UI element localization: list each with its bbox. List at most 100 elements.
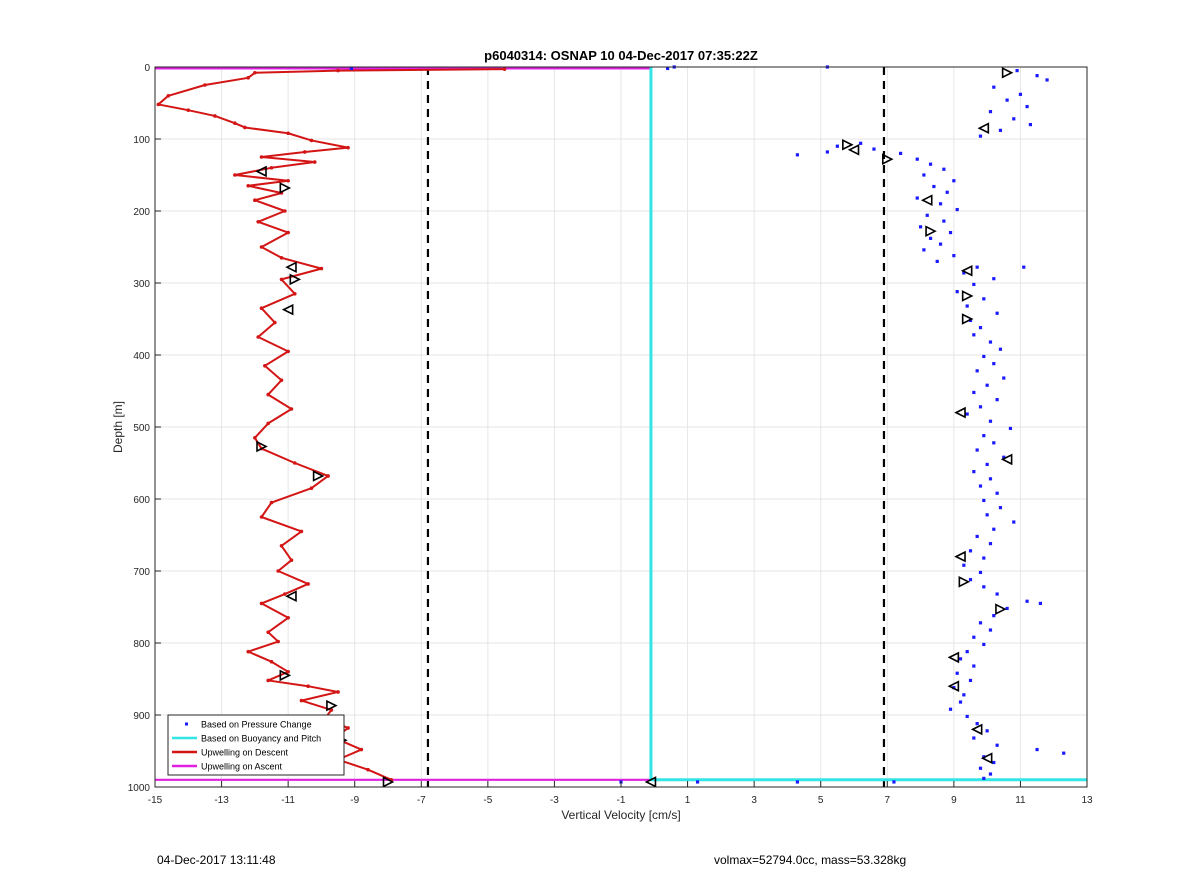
triangle-marker	[995, 603, 1007, 615]
y-tick-label: 100	[133, 135, 150, 146]
pressure-point	[349, 66, 353, 71]
descent-point	[286, 131, 290, 136]
descent-point	[502, 67, 507, 71]
descent-point	[286, 670, 290, 674]
pressure-point	[962, 563, 966, 567]
triangle-marker	[255, 165, 267, 178]
descent-point	[266, 678, 270, 683]
pressure-point	[992, 277, 996, 281]
pressure-point	[982, 498, 986, 503]
y-tick-label: 400	[133, 351, 150, 362]
pressure-point	[958, 700, 963, 704]
pressure-point	[962, 693, 966, 697]
descent-point	[266, 392, 270, 397]
pressure-point	[952, 254, 956, 258]
pressure-point	[975, 534, 979, 539]
descent-point	[283, 209, 287, 213]
pressure-point	[1012, 117, 1016, 121]
y-axis-label: Depth [m]	[111, 401, 125, 453]
pressure-point	[988, 772, 993, 776]
pressure-point	[988, 340, 993, 344]
pressure-point	[965, 714, 969, 719]
pressure-point	[1005, 98, 1009, 102]
pressure-point	[1002, 376, 1006, 380]
triangle-marker	[842, 138, 854, 151]
descent-point	[259, 155, 264, 159]
descent-point	[289, 407, 294, 411]
descent-point	[259, 306, 264, 311]
pressure-point	[955, 290, 959, 294]
pressure-point	[982, 297, 986, 301]
y-tick-label: 900	[133, 711, 150, 722]
pressure-point	[978, 326, 983, 330]
descent-point	[233, 121, 237, 125]
tick-labels: -15 -13 -11 -9 -7 -5 -3 -1 1 3 5 7 9 11 13010020030040…	[128, 63, 1093, 806]
descent-point	[253, 70, 257, 75]
x-tick-label: -7	[417, 795, 426, 806]
triangle-marker	[980, 752, 993, 764]
footer-volmax-mass: volmax=52794.0cc, mass=53.328kg	[714, 853, 907, 867]
pressure-point	[899, 151, 903, 155]
descent-point	[279, 544, 284, 548]
pressure-point	[892, 780, 896, 784]
pressure-point	[975, 369, 979, 373]
pressure-point	[975, 448, 979, 452]
pressure-point	[968, 549, 973, 553]
pressure-point	[965, 650, 969, 654]
descent-point	[256, 335, 260, 339]
triangle-marker	[958, 576, 971, 588]
descent-point	[336, 68, 340, 73]
descent-point	[319, 266, 324, 271]
pressure-point	[935, 259, 939, 263]
pressure-point	[695, 780, 700, 784]
descent-point	[276, 569, 280, 573]
pressure-point	[942, 167, 946, 171]
triangle-marker	[644, 776, 657, 788]
pressure-point	[928, 162, 933, 166]
descent-point	[302, 150, 307, 154]
pressure-point	[982, 776, 986, 780]
descent-point	[293, 461, 297, 465]
legend-box	[167, 714, 345, 776]
descent-point	[286, 230, 290, 235]
descent-point	[186, 108, 191, 112]
descent-point	[259, 601, 264, 606]
descent-point	[213, 114, 217, 118]
pressure-point	[965, 304, 969, 308]
pressure-point	[1018, 92, 1023, 96]
x-tick-label: 11	[1015, 795, 1026, 806]
pressure-point	[972, 333, 976, 337]
x-tick-label: -3	[550, 795, 559, 806]
y-tick-label: 0	[144, 63, 150, 74]
descent-point	[266, 421, 270, 426]
descent-point	[286, 616, 290, 620]
triangle-marker	[881, 153, 894, 165]
pressure-point	[995, 743, 999, 747]
descent-point	[286, 178, 290, 183]
triangle-marker	[281, 303, 294, 316]
pressure-point	[992, 760, 996, 765]
pressure-point	[955, 671, 959, 675]
pressure-point	[982, 354, 986, 359]
pressure-point	[972, 664, 976, 668]
pressure-point	[968, 578, 973, 582]
triangle-marker	[285, 590, 297, 602]
pressure-point	[982, 642, 986, 647]
pressure-point	[1005, 606, 1009, 611]
triangle-marker	[961, 313, 974, 325]
descent-point	[269, 500, 274, 505]
pressure-point	[1002, 455, 1006, 459]
triangle-marker	[1000, 453, 1013, 466]
pressure-point	[965, 412, 969, 416]
pressure-point	[666, 66, 670, 71]
pressure-point	[938, 242, 943, 246]
pressure-point	[972, 635, 976, 639]
triangle-marker	[847, 144, 860, 156]
pressure-point	[795, 780, 800, 784]
triangle-marker	[285, 261, 297, 273]
pressure-point	[998, 506, 1003, 510]
pressure-point	[978, 405, 983, 409]
pressure-point	[988, 419, 993, 423]
y-tick-label: 600	[133, 495, 150, 506]
